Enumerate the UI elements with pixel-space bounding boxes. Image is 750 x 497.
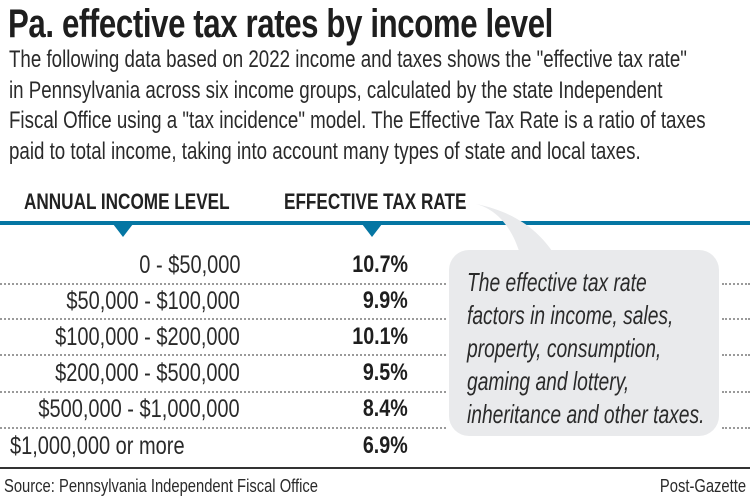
pointer-triangle-income — [113, 224, 133, 237]
callout-line: factors in income, sales, — [467, 300, 674, 330]
income-level: 0 - $50,000 — [138, 251, 240, 279]
intro-paragraph: The following data based on 2022 income … — [9, 45, 706, 167]
table-row: $200,000 - $500,000 9.5% — [0, 355, 750, 391]
intro-line: in Pennsylvania across six income groups… — [9, 76, 663, 104]
income-level: $500,000 - $1,000,000 — [38, 395, 240, 423]
callout-tail — [476, 204, 554, 254]
income-level: $50,000 - $100,000 — [66, 287, 240, 315]
tax-rate: 10.7% — [352, 251, 408, 278]
tax-rate: 9.9% — [363, 287, 408, 314]
row-divider — [0, 318, 446, 320]
row-divider — [722, 391, 750, 393]
intro-line: The following data based on 2022 income … — [9, 46, 687, 73]
row-divider — [0, 427, 446, 429]
source-note: Source: Pennsylvania Independent Fiscal … — [4, 476, 318, 496]
income-level: $1,000,000 or more — [10, 432, 185, 460]
table-row: 0 - $50,000 10.7% — [0, 247, 750, 283]
pointer-triangle-rate — [362, 224, 382, 237]
row-divider — [722, 283, 750, 285]
tax-rate: 6.9% — [363, 432, 408, 459]
row-divider — [0, 354, 446, 356]
table-row: $100,000 - $200,000 10.1% — [0, 319, 750, 355]
row-divider — [722, 318, 750, 320]
tax-rate: 8.4% — [363, 395, 408, 422]
table-row: $500,000 - $1,000,000 8.4% — [0, 391, 750, 427]
callout-text: The effective tax rate factors in income… — [467, 266, 704, 431]
header-divider — [0, 221, 750, 225]
row-divider — [0, 391, 446, 393]
column-header-income: ANNUAL INCOME LEVEL — [24, 189, 230, 214]
row-divider — [722, 354, 750, 356]
callout-line: inheritance and other taxes. — [467, 399, 705, 429]
income-level: $100,000 - $200,000 — [55, 323, 240, 351]
column-header-rate: EFFECTIVE TAX RATE — [284, 189, 467, 214]
table-row: $50,000 - $100,000 9.9% — [0, 283, 750, 319]
intro-line: Fiscal Office using a "tax incidence" mo… — [9, 107, 706, 134]
tax-rate: 10.1% — [352, 323, 408, 350]
footer-divider — [0, 467, 750, 469]
tax-rate: 9.5% — [363, 359, 408, 386]
row-divider — [722, 427, 750, 429]
callout-line: gaming and lottery, — [467, 366, 630, 396]
intro-line: paid to total income, taking into accoun… — [9, 137, 641, 165]
page-title: Pa. effective tax rates by income level — [8, 2, 553, 46]
table-row: $1,000,000 or more 6.9% — [0, 428, 750, 464]
row-divider — [0, 283, 446, 285]
credit: Post-Gazette — [659, 476, 746, 496]
callout-line: property, consumption, — [467, 333, 662, 363]
callout-line: The effective tax rate — [467, 267, 647, 297]
income-level: $200,000 - $500,000 — [55, 359, 240, 387]
callout-bubble — [449, 250, 719, 436]
